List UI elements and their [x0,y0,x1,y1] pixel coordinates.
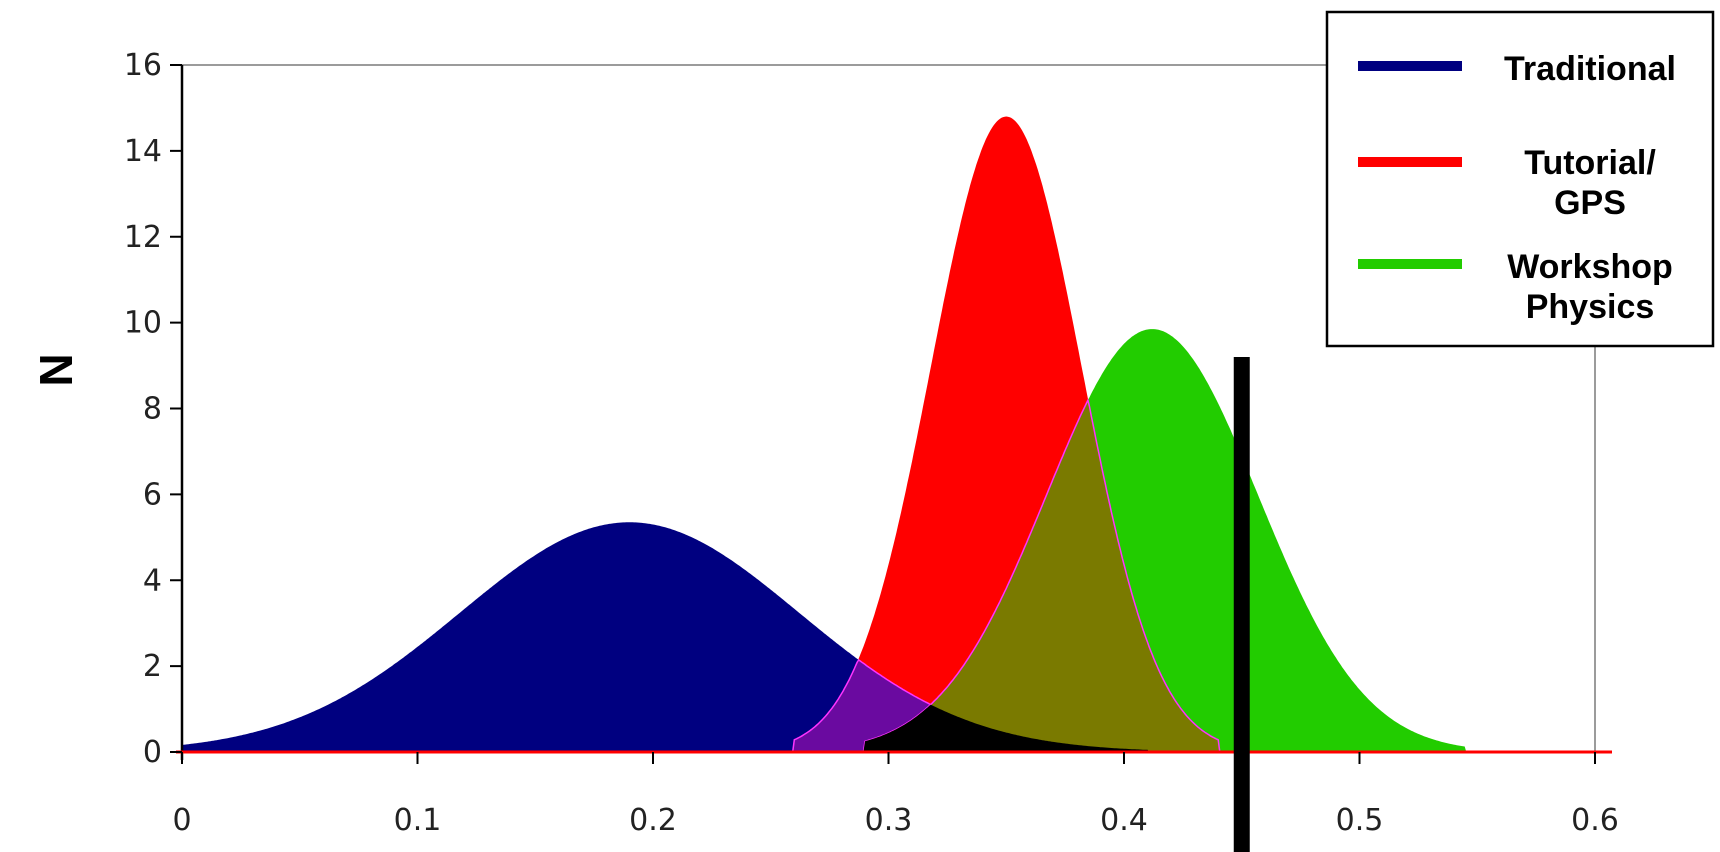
y-tick-label: 6 [143,477,162,512]
legend-label: Traditional [1504,50,1676,88]
x-tick-label: 0.3 [865,803,913,838]
legend-swatch [1358,157,1462,167]
legend-label: Workshop [1507,248,1673,286]
legend-swatch [1358,259,1462,269]
marker-line [1234,357,1250,852]
x-tick-label: 0.1 [394,803,442,838]
y-tick-label: 4 [143,563,162,598]
x-tick-label: 0.4 [1100,803,1148,838]
y-axis-ticks: 0 2 4 6 8 10 12 14 16 [124,48,182,770]
y-tick-label: 0 [143,735,162,770]
y-tick-label: 12 [124,220,162,255]
y-tick-label: 10 [124,306,162,341]
y-tick-label: 14 [124,134,162,169]
x-axis-ticks: 0 0.1 0.2 0.3 0.4 0.5 0.6 [172,752,1618,838]
x-tick-label: 0.6 [1571,803,1619,838]
legend-label: Physics [1526,288,1655,326]
legend-label: Tutorial/ [1524,144,1656,182]
y-tick-label: 16 [124,48,162,83]
y-tick-label: 2 [143,649,162,684]
x-tick-label: 0.2 [629,803,677,838]
legend-swatch [1358,61,1462,71]
x-tick-label: 0 [172,803,191,838]
legend-label: GPS [1554,184,1626,222]
x-tick-label: 0.5 [1336,803,1384,838]
y-tick-label: 8 [143,392,162,427]
y-axis-label: N [30,353,82,386]
